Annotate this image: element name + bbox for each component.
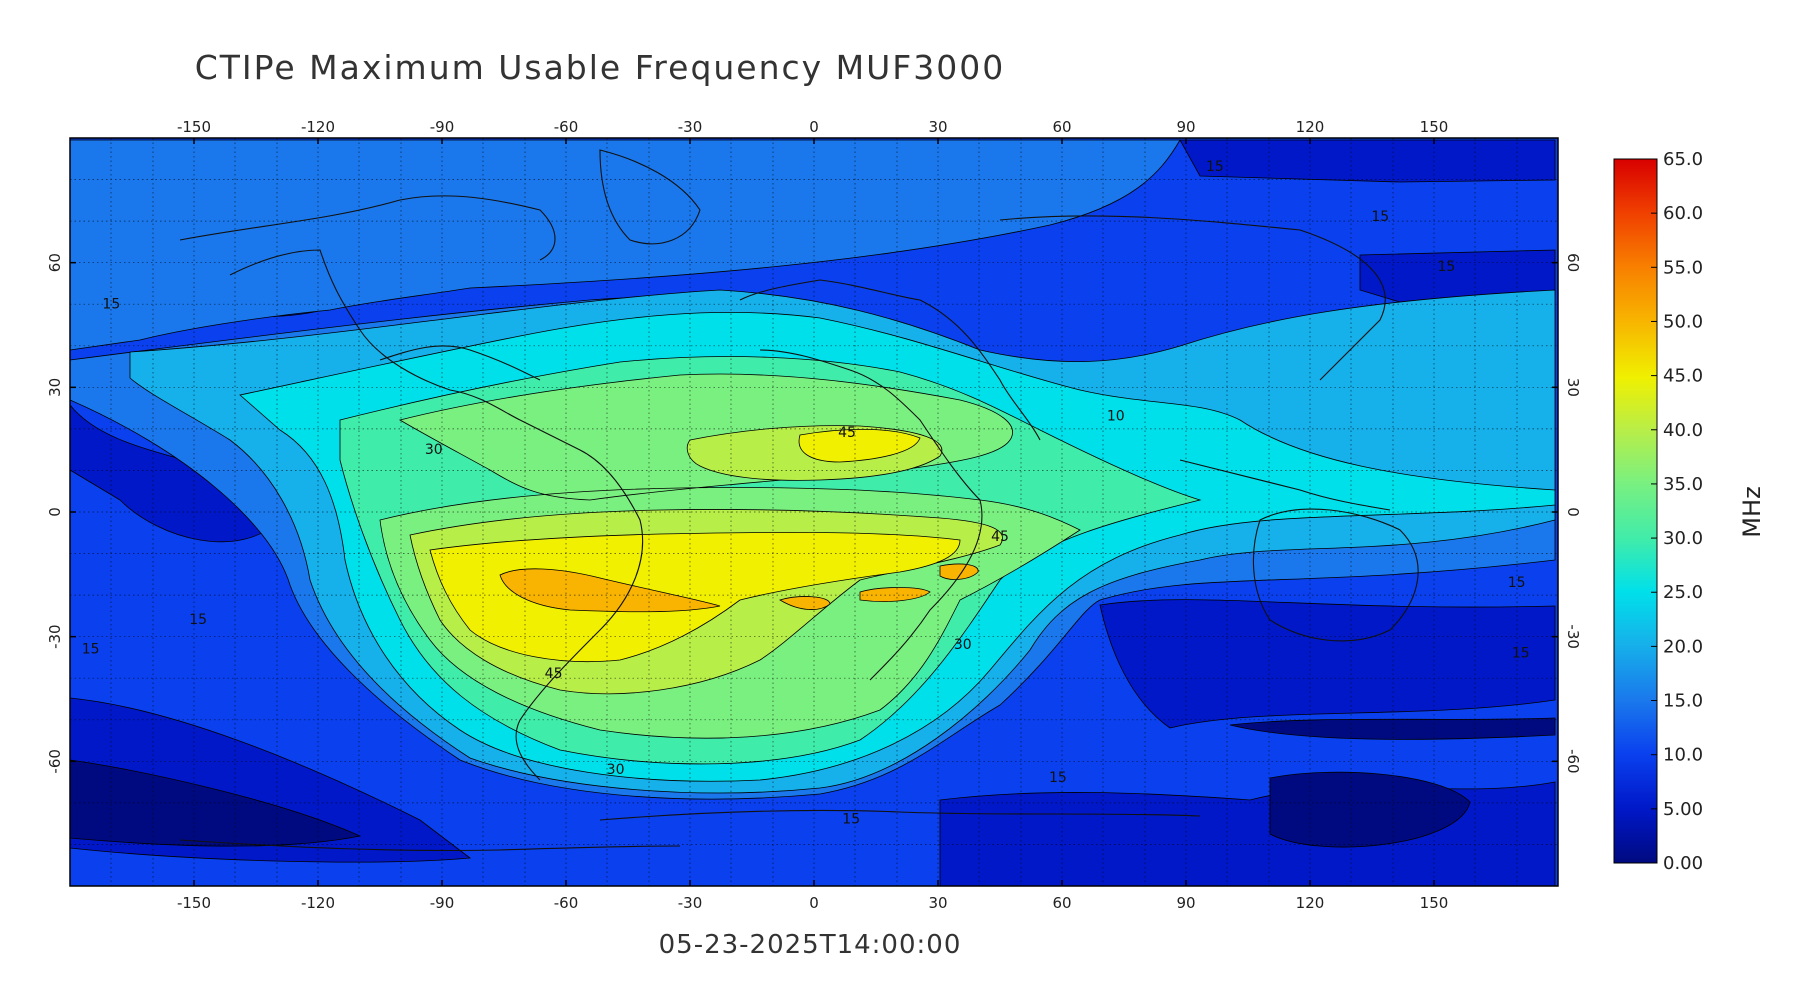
contour-label: 30	[954, 637, 972, 653]
lon-tick-label-bottom: -120	[301, 894, 335, 912]
colorbar-tick-label: 35.0	[1663, 474, 1703, 495]
lon-tick-label-bottom: 120	[1296, 894, 1325, 912]
contour-label: 15	[1049, 770, 1067, 786]
lon-tick-label-top: 150	[1420, 118, 1449, 136]
contour-labels: 45 45 45 30 30 30 15 15 15 15 15 15 15 15 15 15 10	[82, 159, 1530, 827]
colorbar-gradient	[1613, 158, 1658, 864]
lon-tick-label-top: 120	[1296, 118, 1325, 136]
lon-tick-label-top: 0	[809, 118, 819, 136]
lon-tick-label-bottom: 150	[1420, 894, 1449, 912]
lon-tick-label-bottom: 90	[1176, 894, 1195, 912]
lon-tick-label-top: -30	[678, 118, 703, 136]
lon-tick-label-top: -90	[430, 118, 455, 136]
colorbar-tick-label: 15.0	[1663, 691, 1703, 712]
lat-tick-label-right: 0	[1564, 507, 1582, 517]
lon-tick-label-top: 30	[928, 118, 947, 136]
colorbar-tick-label: 20.0	[1663, 636, 1703, 657]
lat-tick-label-left: -30	[46, 624, 64, 649]
lat-tick-label-left: 30	[46, 378, 64, 397]
lon-tick-label-bottom: 30	[928, 894, 947, 912]
lat-tick-label-right: -30	[1564, 624, 1582, 649]
contour-label: 15	[1512, 645, 1530, 661]
contour-label: 15	[1508, 575, 1526, 591]
lat-tick-label-left: -60	[46, 749, 64, 774]
colorbar-tick-label: 0.00	[1663, 853, 1703, 874]
lat-tick-label-right: 30	[1564, 378, 1582, 397]
lon-tick-label-top: 60	[1052, 118, 1071, 136]
contour-label: 15	[82, 641, 100, 657]
contour-label: 15	[1437, 259, 1455, 275]
lon-tick-label-bottom: 0	[809, 894, 819, 912]
contour-label: 45	[991, 529, 1009, 545]
frame-ticks	[70, 138, 1558, 886]
colorbar-tick-label: 30.0	[1663, 528, 1703, 549]
colorbar-tick-label: 5.00	[1663, 799, 1703, 820]
contour-label: 10	[1107, 409, 1125, 425]
chart-title: CTIPe Maximum Usable Frequency MUF3000	[194, 48, 1006, 87]
contour-label: 30	[607, 762, 625, 778]
colorbar-tick-label: 55.0	[1663, 257, 1703, 278]
lon-tick-label-bottom: -60	[554, 894, 579, 912]
contour-label: 15	[1206, 159, 1224, 175]
lon-tick-label-top: -120	[301, 118, 335, 136]
lat-tick-label-left: 0	[46, 507, 64, 517]
colorbar-tick-label: 25.0	[1663, 582, 1703, 603]
contour-label: 15	[842, 812, 860, 828]
lon-tick-label-bottom: -30	[678, 894, 703, 912]
colorbar-tick-label: 60.0	[1663, 203, 1703, 224]
contour-label: 15	[189, 612, 207, 628]
colorbar-ticks: 65.0 60.0 55.0 50.0 45.0 40.0 35.0 30.0 25.0 20.0…	[1651, 149, 1703, 874]
lon-tick-label-top: 90	[1176, 118, 1195, 136]
colorbar-unit-label: MHz	[1738, 486, 1766, 537]
lat-tick-label-right: 60	[1564, 253, 1582, 272]
lon-tick-label-bottom: -150	[177, 894, 211, 912]
timestamp: 05-23-2025T14:00:00	[658, 930, 962, 960]
contour-label: 45	[838, 425, 856, 441]
lon-tick-label-bottom: -90	[430, 894, 455, 912]
lon-tick-label-bottom: 60	[1052, 894, 1071, 912]
colorbar-tick-label: 65.0	[1663, 149, 1703, 170]
lon-tick-label-top: -60	[554, 118, 579, 136]
contour-label: 15	[1371, 209, 1389, 225]
colorbar: 65.0 60.0 55.0 50.0 45.0 40.0 35.0 30.0 25.0 20.0…	[1613, 149, 1766, 874]
contour-label: 45	[545, 666, 563, 682]
lat-tick-label-right: -60	[1564, 749, 1582, 774]
lon-tick-label-top: -150	[177, 118, 211, 136]
muf-contour-field: 45 45 45 30 30 30 15 15 15 15 15 15 15 15 15 15 10	[70, 138, 1558, 886]
colorbar-tick-label: 10.0	[1663, 745, 1703, 766]
graticule-grid	[70, 138, 1558, 886]
colorbar-tick-label: 40.0	[1663, 420, 1703, 441]
contour-label: 15	[102, 296, 120, 312]
axis-labels: -150 -150 -120 -120 -90 -90 -60 -60 -30 -30 0 0 30 30…	[46, 118, 1582, 912]
contour-label: 30	[425, 442, 443, 458]
colorbar-tick-label: 45.0	[1663, 366, 1703, 387]
lat-tick-label-left: 60	[46, 253, 64, 272]
colorbar-tick-label: 50.0	[1663, 311, 1703, 332]
